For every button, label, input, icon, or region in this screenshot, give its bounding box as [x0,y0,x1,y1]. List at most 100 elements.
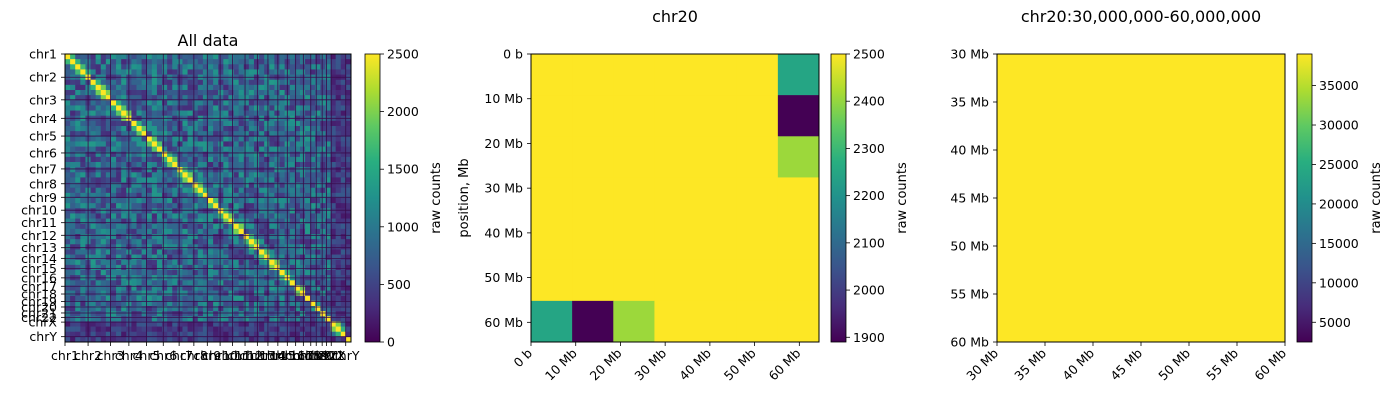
panel1-cell [248,218,255,225]
panel1-cell [156,244,163,250]
panel1-cell [197,203,204,209]
panel1-cell [325,95,331,101]
panel1-cell [90,90,97,96]
panel1-cell [345,100,352,106]
panel1-cell [274,321,280,327]
panel1-cell [320,254,326,261]
panel1-y-tick-label: chr15 [21,261,57,276]
panel1-cell [269,192,275,199]
panel1-cell [213,110,219,117]
panel1-cell [238,228,245,235]
panel1-cell [95,172,102,178]
panel1-cell [228,187,234,194]
panel1-cell [141,84,148,91]
panel1-cell [233,234,240,240]
panel1-cell [177,316,183,322]
panel1-cell [187,167,194,173]
panel3-colorbar [1296,53,1313,343]
panel1-cell [310,126,316,132]
panel1-cell [110,306,117,312]
panel1-cell [289,331,296,338]
panel1-cell [325,131,331,137]
panel1-cell [213,254,219,261]
panel1-cell [105,131,112,137]
panel1-cell [70,59,76,65]
panel1-cell [162,120,168,127]
panel1-cell [310,105,316,111]
panel1-cell [233,126,240,132]
panel1-cell [223,244,229,250]
panel1-cell [182,234,188,240]
panel1-cell [274,110,280,117]
panel1-cell [279,249,286,255]
panel1-cell [121,270,127,276]
panel1-cell [320,167,326,173]
panel1-cell [105,306,112,312]
panel1-cell [192,105,199,111]
panel1-cell [90,295,97,302]
panel1-cell [100,208,107,214]
panel1-cell [310,316,316,322]
panel1-cell [340,59,347,65]
panel1-cell [162,198,168,204]
panel1-x-tick-label: chr15 [260,348,296,363]
panel1-cell [105,90,112,96]
panel1-cell [315,120,321,127]
panel1-cell [121,151,127,158]
panel1-cell [310,64,316,70]
panel1-cell [299,167,306,173]
panel1-cell [340,100,347,106]
panel1-cell [233,295,240,302]
panel1-cell [65,326,71,333]
panel1-cell [264,259,270,266]
panel1-cell [279,213,286,219]
panel1-cell [253,146,260,153]
panel1-cell [136,285,143,291]
panel1-cell [208,244,214,250]
panel1-cell [151,321,158,327]
panel1-cell [233,228,240,235]
panel1-cell [259,141,265,147]
panel1-cell [218,228,224,235]
panel1-cell [131,198,137,204]
panel1-cell [156,316,163,322]
panel1-cell [299,105,306,111]
panel1-cell [213,331,219,338]
panel1-cell [187,321,194,327]
panel1-cell [100,239,107,245]
panel1-cell [116,120,122,127]
panel1-cell [187,90,194,96]
panel1-cell [167,280,173,286]
panel1-cell [141,64,148,70]
panel1-cell [202,167,209,173]
panel1-cell [223,300,229,307]
panel1-cell [177,285,183,291]
panel1-cell [340,69,347,75]
panel1-cell [146,146,153,153]
panel1-cell [223,156,229,163]
panel1-cell [248,223,255,230]
panel1-cell [330,239,337,245]
panel1-cell [105,110,112,117]
panel1-cell [345,244,352,250]
panel1-cell [340,321,347,327]
panel1-cell [243,203,250,209]
panel1-cell [146,295,153,302]
panel1-cell [90,172,97,178]
panel1-cell [197,136,204,142]
panel2-cell [572,136,614,178]
panel1-cell [197,198,204,204]
panel1-cell [202,110,209,117]
panel1-cell [305,331,311,338]
panel1-cell [100,84,107,91]
panel1-cell [110,54,117,60]
panel1-cell [213,300,219,307]
panel1-cell [100,290,107,297]
panel1-cell [305,295,311,302]
panel1-cell [151,156,158,163]
panel1-cell [202,285,209,291]
panel1-cell [223,234,229,240]
panel1-cell [197,300,204,307]
panel1-cell [335,254,342,261]
panel1-cell [187,203,194,209]
